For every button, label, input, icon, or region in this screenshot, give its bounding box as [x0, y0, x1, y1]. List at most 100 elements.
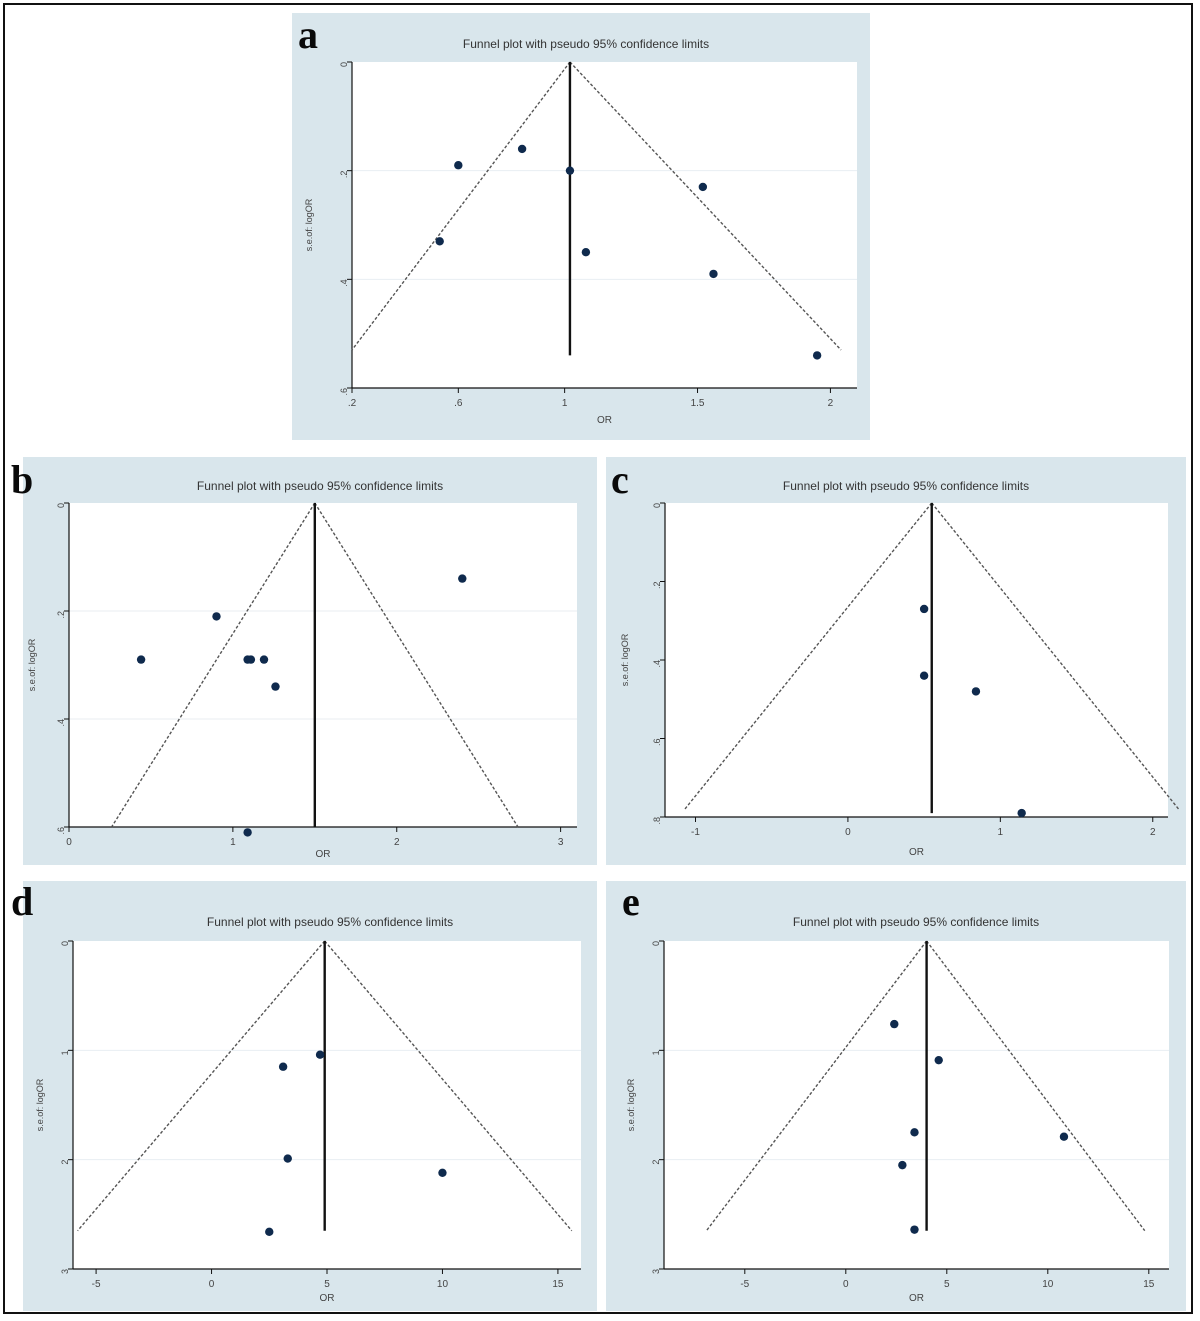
x-tick-label: .6 [454, 398, 463, 409]
data-point [283, 1154, 292, 1163]
data-point [581, 247, 591, 257]
panel-d: Funnel plot with pseudo 95% confidence l… [23, 881, 597, 1311]
y-tick-label: .6 [339, 388, 349, 396]
data-point [898, 1160, 907, 1170]
x-tick-label: 5 [944, 1279, 950, 1290]
data-point [212, 612, 221, 621]
funnel-limit-right [569, 61, 842, 351]
y-tick-label: 0 [652, 503, 662, 508]
panel-b-title: Funnel plot with pseudo 95% confidence l… [196, 479, 444, 493]
x-axis-label: OR [316, 849, 331, 860]
x-tick-label: 10 [1042, 1279, 1054, 1290]
x-tick-label: 1 [562, 398, 568, 409]
x-tick-label: -1 [691, 827, 700, 838]
x-tick-label: 5 [324, 1279, 330, 1290]
data-point [890, 1019, 899, 1029]
y-tick-label: 1 [651, 1050, 661, 1055]
data-point [812, 351, 822, 360]
x-tick-label: 3 [558, 837, 564, 848]
data-point [271, 682, 280, 691]
panel-c-title: Funnel plot with pseudo 95% confidence l… [782, 479, 1030, 493]
y-tick-label: 3 [651, 1269, 661, 1274]
x-tick-label: 0 [843, 1279, 849, 1290]
y-axis-label: s.e.of: logOR [626, 1078, 636, 1131]
funnel-limit-right [926, 940, 1146, 1232]
y-tick-label: 3 [60, 1269, 70, 1274]
plot-area [69, 503, 577, 827]
y-axis-label: s.e.of: logOR [35, 1078, 45, 1131]
data-point [438, 1168, 447, 1177]
x-tick-label: 1 [230, 837, 236, 848]
y-tick-label: .4 [652, 660, 662, 668]
funnel-limit-right [931, 502, 1180, 810]
y-tick-label: 2 [651, 1160, 661, 1165]
panel-e-letter: e [622, 879, 640, 924]
plot-area [352, 62, 857, 388]
funnel-limit-left [705, 940, 928, 1232]
panel-c: Funnel plot with pseudo 95% confidence l… [606, 457, 1186, 865]
y-axis-label: s.e.of: logOR [620, 633, 630, 686]
data-point [243, 828, 252, 837]
x-tick-label: -5 [92, 1279, 101, 1290]
data-point [565, 166, 575, 175]
data-point [919, 604, 929, 614]
x-tick-label: 2 [1150, 827, 1156, 838]
y-tick-label: 2 [60, 1160, 70, 1165]
y-tick-label: .4 [56, 719, 66, 727]
y-tick-label: 0 [339, 62, 349, 67]
data-point [971, 687, 981, 696]
plot-area [665, 503, 1168, 817]
funnel-limit-left [111, 502, 316, 828]
x-tick-label: 2 [394, 837, 400, 848]
y-axis-label: s.e.of: logOR [304, 198, 314, 251]
data-point [910, 1225, 919, 1234]
data-point [265, 1227, 274, 1237]
plot-area [73, 941, 581, 1269]
x-tick-label: 0 [66, 837, 72, 848]
data-point [698, 182, 708, 192]
funnel-limit-left [77, 940, 326, 1232]
y-tick-label: 0 [651, 941, 661, 946]
x-tick-label: -5 [740, 1279, 749, 1290]
x-tick-label: 15 [1143, 1279, 1155, 1290]
y-tick-label: 0 [56, 503, 66, 508]
x-tick-label: 1.5 [691, 398, 705, 409]
data-point [709, 269, 718, 279]
data-point [934, 1055, 943, 1065]
panel-e: Funnel plot with pseudo 95% confidence l… [606, 881, 1186, 1311]
y-tick-label: .2 [339, 171, 349, 179]
y-tick-label: .8 [652, 817, 662, 825]
funnel-plot-d: 0 1 2 3 -5 0 5 10 15 OR s.e.of: logOR [35, 940, 581, 1304]
x-axis-label: OR [909, 847, 924, 858]
y-tick-label: 0 [60, 941, 70, 946]
funnel-limit-left [684, 502, 933, 810]
data-point [278, 1062, 288, 1071]
panel-a: Funnel plot with pseudo 95% confidence l… [292, 13, 870, 440]
x-tick-label: 0 [209, 1279, 215, 1290]
data-point [517, 144, 527, 154]
data-point [246, 655, 256, 664]
funnel-limit-right [314, 502, 519, 828]
panel-c-letter: c [611, 457, 629, 502]
x-axis-label: OR [909, 1293, 924, 1304]
funnel-limit-left [351, 61, 571, 351]
panel-d-letter: d [11, 879, 34, 924]
x-tick-label: 1 [998, 827, 1004, 838]
data-point [136, 655, 146, 664]
x-tick-label: 10 [437, 1279, 449, 1290]
panel-b: Funnel plot with pseudo 95% confidence l… [23, 457, 597, 865]
funnel-limit-right [324, 940, 573, 1232]
y-axis-label: s.e.of: logOR [27, 638, 37, 691]
panel-e-title: Funnel plot with pseudo 95% confidence l… [792, 915, 1040, 929]
data-point [919, 671, 929, 680]
data-point [315, 1050, 325, 1059]
data-point [259, 655, 269, 664]
funnel-plot-e: 0 1 2 3 -5 0 5 10 15 OR s.e.of: logOR [626, 940, 1169, 1304]
plot-area [664, 941, 1169, 1269]
funnel-plot-a: 0 .2 .4 .6 .2 .6 1 1.5 2 OR s.e.of: logOR [304, 61, 857, 426]
panel-a-title: Funnel plot with pseudo 95% confidence l… [462, 37, 710, 51]
x-tick-label: 15 [552, 1279, 564, 1290]
y-tick-label: 1 [60, 1050, 70, 1055]
funnel-plot-c: 0 .2 .4 .6 .8 -1 0 1 2 OR s.e.of: logOR [620, 502, 1180, 858]
